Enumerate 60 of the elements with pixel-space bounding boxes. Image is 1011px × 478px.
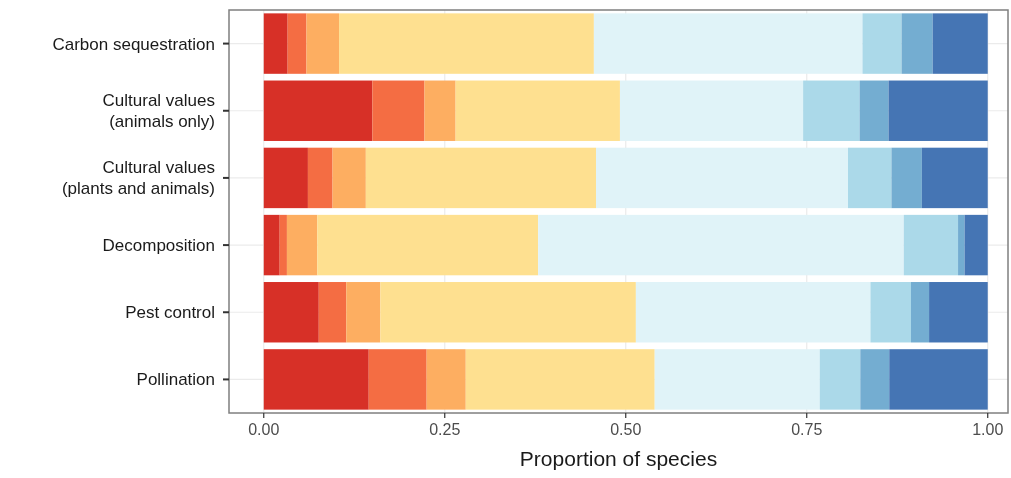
bar <box>862 13 902 74</box>
y-tick-label: Pollination <box>136 370 215 390</box>
bar <box>306 13 340 74</box>
bar <box>859 80 889 141</box>
bar <box>901 13 933 74</box>
bar <box>317 214 539 276</box>
bar <box>287 13 307 74</box>
bar <box>346 282 381 343</box>
bar <box>654 349 820 410</box>
bar <box>318 282 347 343</box>
bar <box>803 80 860 141</box>
y-tick-label: Cultural values (animals only) <box>102 91 215 132</box>
bar <box>891 147 922 209</box>
x-tick-label: 0.75 <box>791 421 823 438</box>
bar <box>426 349 466 410</box>
x-tick-label: 0.50 <box>610 421 642 438</box>
bar <box>263 147 308 209</box>
bar <box>339 13 594 74</box>
bar <box>619 80 804 141</box>
bar <box>263 214 280 276</box>
bar <box>263 282 319 343</box>
bar <box>889 349 988 410</box>
x-axis-title: Proportion of species <box>519 447 718 470</box>
bar <box>465 349 655 410</box>
bar <box>929 282 988 343</box>
y-tick-label: Carbon sequestration <box>52 34 215 54</box>
bar <box>848 147 892 209</box>
bar <box>910 282 930 343</box>
x-tick-label: 1.00 <box>972 421 1004 438</box>
bar <box>958 214 965 276</box>
bar <box>455 80 620 141</box>
bar <box>596 147 848 209</box>
bar <box>424 80 456 141</box>
y-tick-label: Pest control <box>125 303 215 323</box>
bar <box>903 214 959 276</box>
bar <box>368 349 427 410</box>
bar <box>286 214 318 276</box>
bar <box>819 349 861 410</box>
bar <box>307 147 333 209</box>
bar <box>332 147 366 209</box>
bar <box>870 282 911 343</box>
x-tick-label: 0.00 <box>248 421 280 438</box>
bar <box>593 13 863 74</box>
bar <box>538 214 904 276</box>
bar <box>635 282 871 343</box>
bar <box>365 147 597 209</box>
x-tick-label: 0.25 <box>429 421 461 438</box>
bar <box>932 13 988 74</box>
bar <box>263 349 369 410</box>
bar <box>964 214 988 276</box>
bar <box>380 282 636 343</box>
bar <box>279 214 287 276</box>
bar <box>372 80 425 141</box>
bar <box>921 147 988 209</box>
bar <box>860 349 890 410</box>
bar <box>888 80 988 141</box>
bar <box>263 13 288 74</box>
y-tick-label: Decomposition <box>102 236 215 256</box>
bar <box>263 80 373 141</box>
y-tick-label: Cultural values (plants and animals) <box>61 158 215 199</box>
